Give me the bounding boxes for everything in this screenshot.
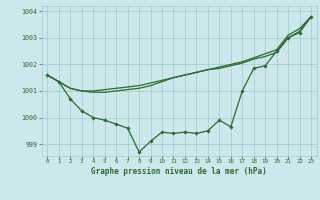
X-axis label: Graphe pression niveau de la mer (hPa): Graphe pression niveau de la mer (hPa): [91, 167, 267, 176]
